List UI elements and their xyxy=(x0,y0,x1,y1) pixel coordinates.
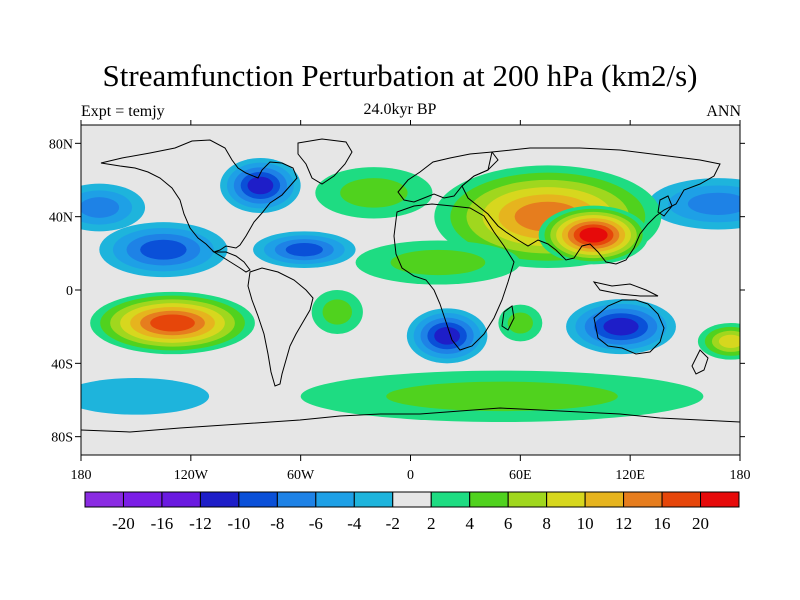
experiment-label: Expt = temjy xyxy=(81,103,165,120)
colorbar-label: -16 xyxy=(151,514,174,533)
colorbar-box xyxy=(584,491,625,508)
y-tick-label: 80S xyxy=(51,431,73,446)
coastline-indonesia xyxy=(592,281,659,297)
feature-atlantic-low xyxy=(253,231,356,268)
feature-southern-ocean-high xyxy=(300,370,704,423)
coastline-australia xyxy=(593,299,665,355)
coastline-north-america xyxy=(100,139,298,253)
colorbar-label: 20 xyxy=(692,514,709,533)
colorbar-box xyxy=(507,491,548,508)
feature-east-pacific-low xyxy=(99,222,228,278)
x-tick-label: 120W xyxy=(174,468,209,483)
coastline-madagascar xyxy=(501,305,515,331)
feature-ne-pacific-low xyxy=(81,183,146,232)
coastline-antarctica xyxy=(81,407,740,433)
coastline-new-zealand xyxy=(691,349,709,375)
colorbar-box xyxy=(122,491,163,508)
feature-indian-ocean-low xyxy=(566,299,676,355)
contour-fill-layer xyxy=(81,158,740,423)
colorbar-box xyxy=(392,491,432,508)
x-tick-label: 180 xyxy=(71,468,92,483)
colorbar-box xyxy=(276,491,317,508)
feature-southern-pacific-low xyxy=(81,378,210,415)
colorbar-box xyxy=(469,491,509,508)
colorbar-box xyxy=(199,491,240,508)
feature-south-pacific-high xyxy=(90,291,255,355)
x-tick-label: 0 xyxy=(407,468,414,483)
plot-title: Streamfunction Perturbation at 200 hPa (… xyxy=(102,58,698,93)
coastline-central-america xyxy=(212,251,251,273)
x-tick-label: 120E xyxy=(615,468,645,483)
colorbar-label: 2 xyxy=(427,514,436,533)
colorbar-label: 4 xyxy=(465,514,474,533)
colorbar-label: -6 xyxy=(309,514,323,533)
y-tick-label: 0 xyxy=(66,284,73,299)
colorbar-box xyxy=(315,491,355,508)
colorbar-box xyxy=(623,491,663,508)
colorbar-box xyxy=(161,491,201,508)
colorbar-box xyxy=(84,491,124,508)
colorbar-box xyxy=(353,491,394,508)
colorbar-box xyxy=(238,491,278,508)
coastline-layer xyxy=(81,138,740,433)
feature-indian-ocean-high xyxy=(498,304,543,342)
y-tick-label: 80N xyxy=(49,137,73,152)
feature-nw-pacific-low xyxy=(648,178,740,230)
coastline-africa xyxy=(393,203,515,351)
y-tick-label: 40N xyxy=(49,211,73,226)
colorbar-label: -4 xyxy=(347,514,362,533)
coastline-south-america xyxy=(247,267,314,387)
colorbar-label: -8 xyxy=(270,514,284,533)
coastline-asia xyxy=(461,147,721,265)
colorbar-label: 12 xyxy=(615,514,632,533)
feature-south-america-high xyxy=(311,290,363,334)
colorbar-label: 10 xyxy=(577,514,594,533)
colorbar-box xyxy=(430,491,471,508)
feature-tibet-high xyxy=(538,205,649,265)
coastline-japan xyxy=(657,195,673,217)
feature-canada-low xyxy=(220,158,301,213)
colorbar-label: -2 xyxy=(386,514,400,533)
feature-south-atlantic-low xyxy=(406,308,488,364)
colorbar: -20 -16 -12 -10 -8 -6 -4 -2 2 4 6 8 10 12 16 20 xyxy=(84,491,740,533)
y-tick-label: 40S xyxy=(51,357,73,372)
feature-north-africa-high xyxy=(355,240,521,285)
feature-north-atlantic-high xyxy=(315,167,433,219)
x-tick-label: 60W xyxy=(287,468,315,483)
colorbar-label: -10 xyxy=(228,514,251,533)
x-axis: 180 120W 60W 0 60E 120E 180 xyxy=(71,120,751,483)
time-label: 24.0kyr BP xyxy=(363,101,437,118)
colorbar-label: 6 xyxy=(504,514,513,533)
feature-sw-pacific-high xyxy=(697,323,740,360)
colorbar-label: 16 xyxy=(654,514,671,533)
colorbar-label: -20 xyxy=(112,514,135,533)
colorbar-label: -12 xyxy=(189,514,212,533)
colorbar-box xyxy=(546,491,586,508)
x-tick-label: 180 xyxy=(730,468,751,483)
x-tick-label: 60E xyxy=(509,468,532,483)
coastline-greenland xyxy=(297,138,353,185)
y-axis: 80N 40N 0 40S 80S xyxy=(49,137,745,446)
colorbar-box xyxy=(700,491,740,508)
colorbar-box xyxy=(661,491,702,508)
colorbar-label: 8 xyxy=(542,514,551,533)
season-label: ANN xyxy=(706,103,741,120)
